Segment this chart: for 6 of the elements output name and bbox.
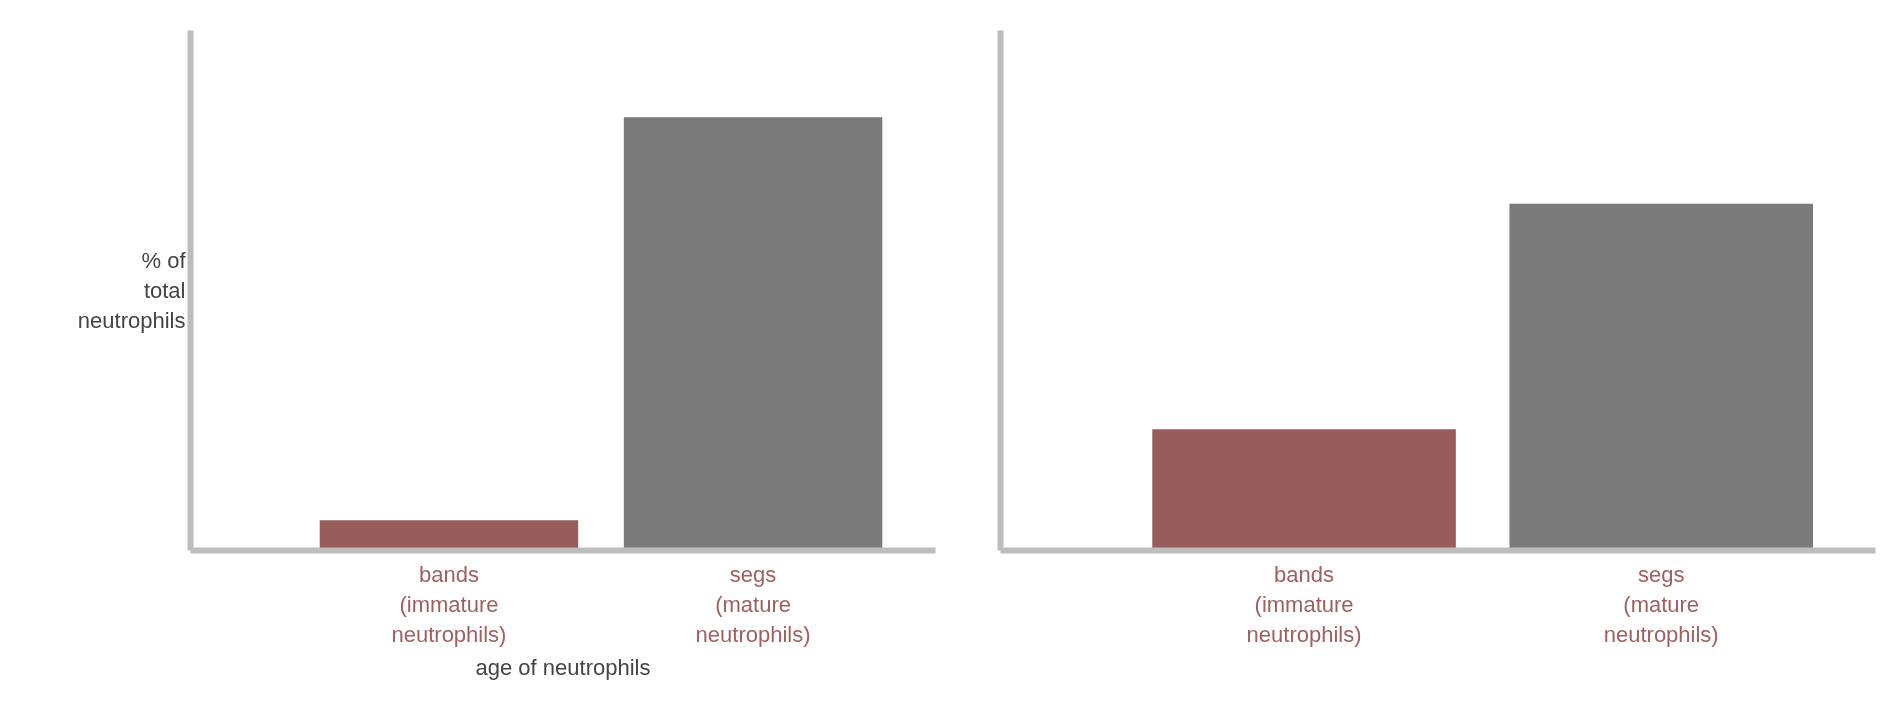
x-tick-label: bands (immature neutrophils)	[1246, 561, 1362, 647]
x-tick-label: segs (mature neutrophils)	[1603, 561, 1719, 647]
y-axis-title: % of total neutrophils	[77, 248, 187, 333]
x-tick-label: bands (immature neutrophils)	[391, 561, 507, 647]
x-axis-title: age of neutrophils	[475, 654, 651, 680]
x-tick-label: segs (mature neutrophils)	[695, 561, 811, 647]
